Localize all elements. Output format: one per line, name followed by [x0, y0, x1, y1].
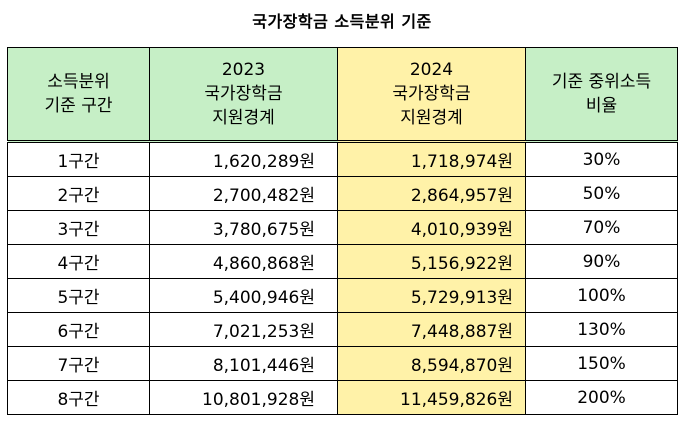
cell-section: 8구간	[7, 380, 150, 415]
cell-ratio: 150%	[525, 346, 678, 381]
page-title: 국가장학금 소득분위 기준	[252, 12, 432, 31]
cell-2023: 2,700,482원	[149, 176, 338, 211]
cell-2024: 7,448,887원	[337, 312, 526, 347]
cell-2023: 3,780,675원	[149, 210, 338, 245]
header-text: 지원경계	[212, 108, 275, 128]
cell-section: 6구간	[7, 312, 150, 347]
cell-section: 4구간	[7, 244, 150, 279]
cell-ratio: 70%	[525, 210, 678, 245]
cell-section: 2구간	[7, 176, 150, 211]
header-text: 국가장학금	[392, 84, 471, 104]
table-row: 8구간 10,801,928원 11,459,826원 200%	[7, 380, 678, 415]
cell-ratio: 50%	[525, 176, 678, 211]
header-row: 소득분위 기준 구간 2023 국가장학금 지원경계 2024 국가장학금 지원…	[7, 47, 678, 143]
cell-2023: 4,860,868원	[149, 244, 338, 279]
table-row: 6구간 7,021,253원 7,448,887원 130%	[7, 312, 678, 347]
table-row: 5구간 5,400,946원 5,729,913원 100%	[7, 278, 678, 313]
table-row: 1구간 1,620,289원 1,718,974원 30%	[7, 141, 678, 177]
cell-ratio: 200%	[525, 380, 678, 415]
cell-ratio: 100%	[525, 278, 678, 313]
cell-2023: 1,620,289원	[149, 141, 338, 177]
table-row: 3구간 3,780,675원 4,010,939원 70%	[7, 210, 678, 245]
cell-2023: 5,400,946원	[149, 278, 338, 313]
cell-section: 5구간	[7, 278, 150, 313]
cell-ratio: 130%	[525, 312, 678, 347]
header-text: 국가장학금	[204, 84, 283, 104]
cell-2023: 7,021,253원	[149, 312, 338, 347]
header-2023-threshold: 2023 국가장학금 지원경계	[149, 47, 338, 143]
header-text: 기준 구간	[44, 96, 113, 116]
header-2024-threshold: 2024 국가장학금 지원경계	[337, 47, 526, 143]
header-text: 비율	[585, 96, 618, 116]
table-row: 2구간 2,700,482원 2,864,957원 50%	[7, 176, 678, 211]
cell-section: 7구간	[7, 346, 150, 381]
header-median-income-ratio: 기준 중위소득 비율	[525, 47, 678, 143]
header-text: 소득분위	[47, 72, 110, 92]
table-row: 7구간 8,101,446원 8,594,870원 150%	[7, 346, 678, 381]
header-text: 2023	[221, 60, 266, 80]
cell-2024: 2,864,957원	[337, 176, 526, 211]
cell-2024: 5,156,922원	[337, 244, 526, 279]
cell-ratio: 90%	[525, 244, 678, 279]
income-bracket-table: 소득분위 기준 구간 2023 국가장학금 지원경계 2024 국가장학금 지원…	[7, 47, 678, 415]
cell-section: 1구간	[7, 141, 150, 177]
cell-2024: 11,459,826원	[337, 380, 526, 415]
cell-2023: 8,101,446원	[149, 346, 338, 381]
cell-2024: 1,718,974원	[337, 141, 526, 177]
table-row: 4구간 4,860,868원 5,156,922원 90%	[7, 244, 678, 279]
cell-ratio: 30%	[525, 141, 678, 177]
header-income-bracket: 소득분위 기준 구간	[7, 47, 150, 143]
cell-2024: 8,594,870원	[337, 346, 526, 381]
header-text: 2024	[409, 60, 454, 80]
cell-2024: 5,729,913원	[337, 278, 526, 313]
cell-2024: 4,010,939원	[337, 210, 526, 245]
cell-2023: 10,801,928원	[149, 380, 338, 415]
cell-section: 3구간	[7, 210, 150, 245]
header-text: 지원경계	[400, 108, 463, 128]
header-text: 기준 중위소득	[551, 72, 652, 92]
